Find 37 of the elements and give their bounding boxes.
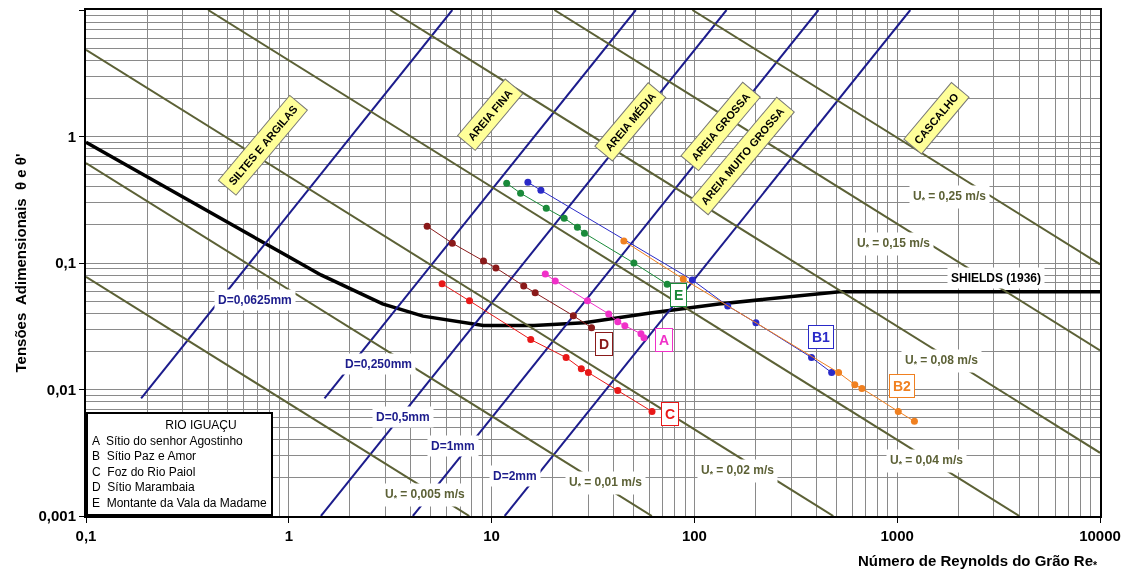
x-tick-label: 100 <box>681 527 707 544</box>
y-axis-title: Tensões Adimensionais θ e θ' <box>12 153 30 373</box>
y-tick-label: 0,001 <box>38 507 76 525</box>
annotation: E Montante da Vala da Madame <box>92 496 267 510</box>
y-tick-label: 0,01 <box>46 380 76 398</box>
series-label: U$_{*}$ = 0,02 m/s <box>701 463 775 479</box>
series-label: U$_{*}$ = 0,08 m/s <box>905 353 979 369</box>
series-label: D=0,0625mm <box>218 293 292 307</box>
annotation: C Foz do Rio Paiol <box>92 464 196 479</box>
annotation: A Sítio do senhor Agostinho <box>92 433 244 448</box>
x-tick-label: 10000 <box>1079 527 1121 544</box>
x-axis-title: Número de Reynolds do Grão Re$_{*}$ <box>858 552 1099 572</box>
series-label: A <box>659 332 670 348</box>
series-label: E <box>674 287 684 303</box>
series-label: B2 <box>893 378 912 394</box>
annotation: RIO IGUAÇU <box>92 418 237 432</box>
series-label: D <box>599 336 610 352</box>
x-tick-label: 1 <box>284 527 293 544</box>
x-tick-label: 0,1 <box>75 527 97 544</box>
y-tick-label: 1 <box>67 127 76 145</box>
x-tick-label: 10 <box>483 527 500 544</box>
series-label: D=0,5mm <box>376 410 430 424</box>
series-label: D=2mm <box>493 469 537 483</box>
series-label: SHIELDS (1936) <box>951 271 1042 285</box>
x-tick-label: 1000 <box>880 527 914 544</box>
series-label: U$_{*}$ = 0,04 m/s <box>890 453 964 469</box>
series-label: D=0,250mm <box>345 357 413 371</box>
series-label: U$_{*}$ = 0,15 m/s <box>857 236 931 252</box>
series-label: C <box>665 406 676 422</box>
series-label: U$_{*}$ = 0,01 m/s <box>569 475 643 491</box>
series-label: U$_{*}$ = 0,25 m/s <box>913 189 987 205</box>
series-label: B1 <box>812 329 831 345</box>
y-tick-label: 0,1 <box>55 254 76 272</box>
annotation: B Sítio Paz e Amor <box>92 449 197 464</box>
series-label: U$_{*}$ = 0,005 m/s <box>385 487 465 503</box>
series-label: D=1mm <box>431 439 475 453</box>
annotation: D Sítio Marambaia <box>92 480 196 495</box>
